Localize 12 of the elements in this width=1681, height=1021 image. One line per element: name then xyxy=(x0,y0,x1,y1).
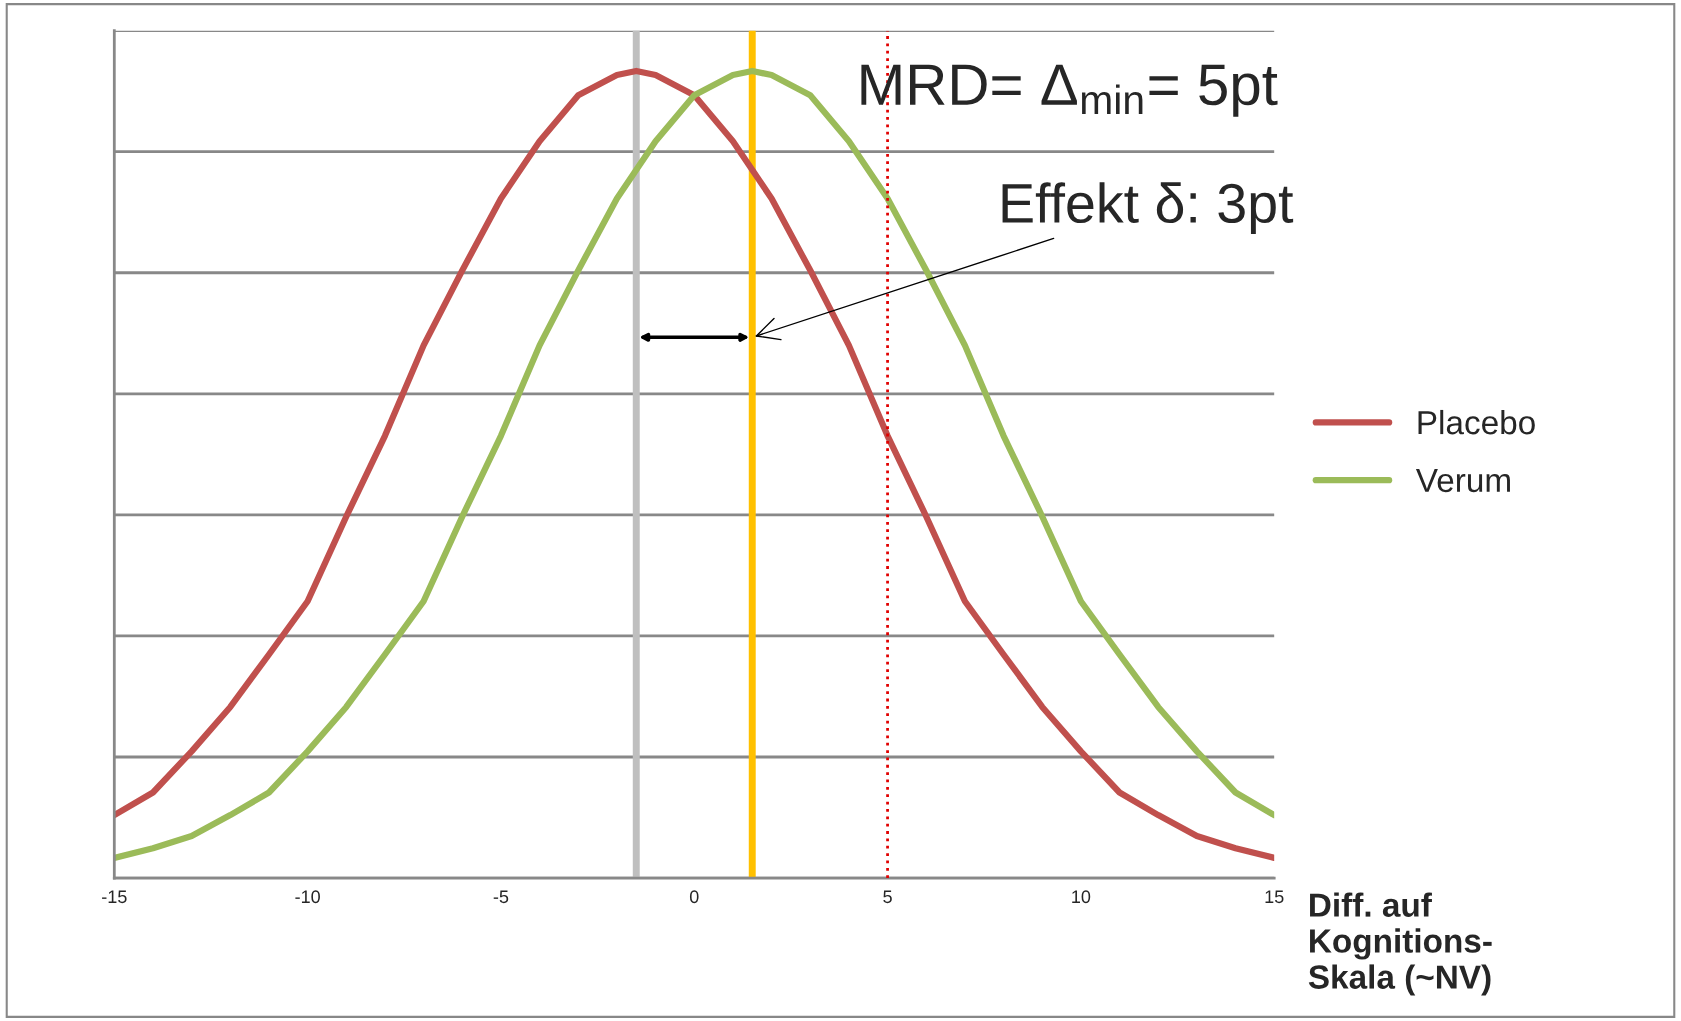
x-tick-label: 5 xyxy=(883,890,892,904)
x-tick-label: 0 xyxy=(689,890,699,904)
legend-label: Verum xyxy=(1415,468,1510,493)
legend-label: Placebo xyxy=(1418,409,1535,435)
x-tick-label: 15 xyxy=(1265,890,1284,904)
x-tick-label: 10 xyxy=(1072,890,1091,904)
x-tick-label: -10 xyxy=(295,890,320,904)
x-tick-label: -5 xyxy=(493,890,509,904)
annotation: Effekt δ: 3pt xyxy=(1002,182,1294,235)
annotation: MRD= Δ$_{min}$= 5pt xyxy=(861,64,1278,117)
x-axis-title: Diff. auf Kognitions- Skala (~NV) xyxy=(1308,892,1492,996)
x-tick-label: -15 xyxy=(102,890,127,904)
